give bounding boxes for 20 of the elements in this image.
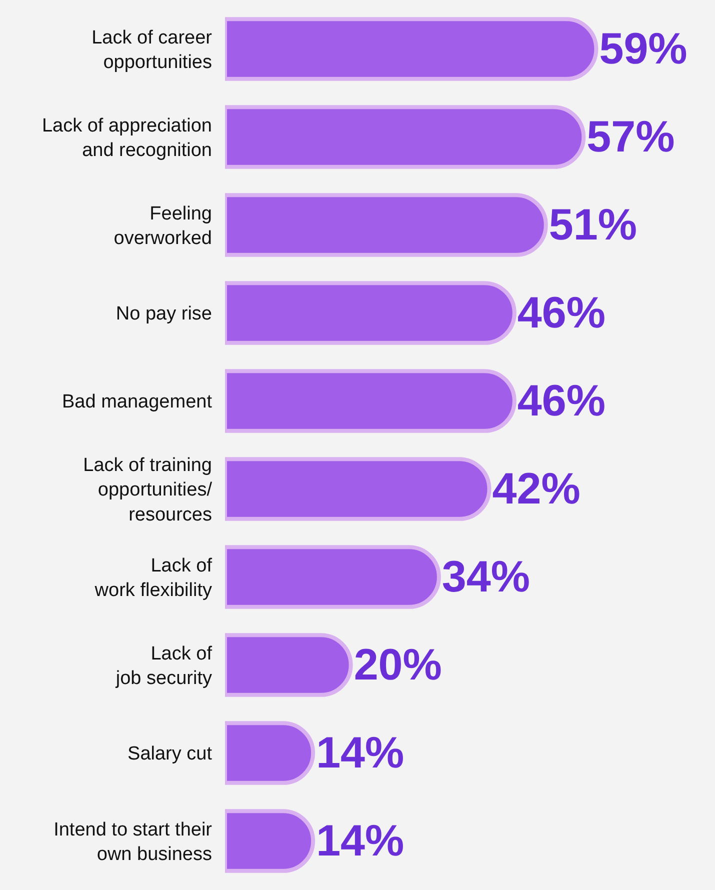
y-tick-label: Lack of job security [114, 643, 213, 689]
y-tick-label: No pay rise [116, 304, 212, 325]
data-label: 46% [517, 288, 606, 338]
data-label: 42% [492, 464, 580, 514]
data-label: 51% [548, 200, 637, 250]
data-label: 57% [586, 112, 675, 162]
data-label: 20% [354, 640, 442, 690]
y-tick-label: Lack of career opportunities [92, 27, 213, 73]
data-label: 14% [316, 816, 404, 866]
y-tick-label: Salary cut [128, 744, 213, 765]
y-tick-label: Feeling overworked [114, 203, 212, 249]
data-label: 14% [316, 728, 404, 778]
data-label: 59% [599, 24, 688, 74]
y-tick-label: Bad management [62, 392, 213, 413]
y-tick-label: Lack of appreciation and recognition [42, 115, 212, 161]
y-tick-label: Intend to start their own business [54, 819, 213, 865]
data-label: 34% [442, 552, 530, 602]
y-tick-label: Lack of work flexibility [94, 555, 213, 601]
y-tick-label: Lack of training opportunities/ resources [83, 454, 213, 526]
data-label: 46% [517, 376, 606, 426]
